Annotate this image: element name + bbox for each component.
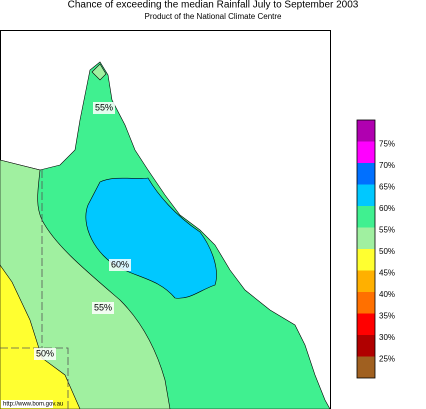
map-label: 55% — [94, 302, 112, 312]
legend-swatch — [357, 292, 375, 314]
legend-label: 55% — [379, 226, 395, 235]
source-url: http://www.bom.gov.au — [3, 402, 63, 408]
legend-swatch — [357, 227, 375, 249]
legend-swatch — [357, 206, 375, 228]
area-45-50 — [0, 264, 81, 409]
legend-swatch — [357, 270, 375, 292]
legend-label: 50% — [379, 247, 395, 256]
legend-label: 75% — [379, 140, 395, 149]
map-label: 55% — [95, 102, 113, 112]
legend-label: 40% — [379, 290, 395, 299]
legend-label: 70% — [379, 161, 395, 170]
state-border — [0, 170, 69, 409]
legend-frame — [356, 119, 376, 379]
area-50-55 — [0, 159, 171, 409]
map-label-bg — [109, 259, 131, 271]
legend-swatch — [357, 141, 375, 163]
legend-swatch — [357, 313, 375, 335]
legend-swatch — [357, 163, 375, 185]
map-label: 60% — [111, 259, 129, 269]
legend-label: 35% — [379, 312, 395, 321]
legend-swatch — [357, 249, 375, 271]
map-label-bg — [34, 348, 56, 360]
legend-label: 25% — [379, 355, 395, 364]
legend-swatch — [357, 120, 375, 142]
map-label-bg — [92, 302, 114, 314]
legend: 75% 70% 65% 60% 55% 50% 45% 40% 35% 30% 25% — [356, 119, 395, 379]
area-50-55-cape — [91, 63, 107, 81]
legend-swatch — [357, 184, 375, 206]
legend-swatch — [357, 335, 375, 357]
url-bg — [1, 400, 53, 408]
map-label-bg — [93, 102, 115, 114]
subtitle: Product of the National Climate Centre — [145, 12, 283, 21]
legend-label: 60% — [379, 204, 395, 213]
map-label: 50% — [36, 348, 54, 358]
legend-label: 45% — [379, 269, 395, 278]
legend-swatch — [357, 356, 375, 378]
map-labels: 55% 60% 55% 50% — [34, 102, 131, 360]
legend-label: 65% — [379, 183, 395, 192]
title: Chance of exceeding the median Rainfall … — [68, 0, 359, 11]
map — [0, 30, 331, 409]
legend-label: 30% — [379, 333, 395, 342]
